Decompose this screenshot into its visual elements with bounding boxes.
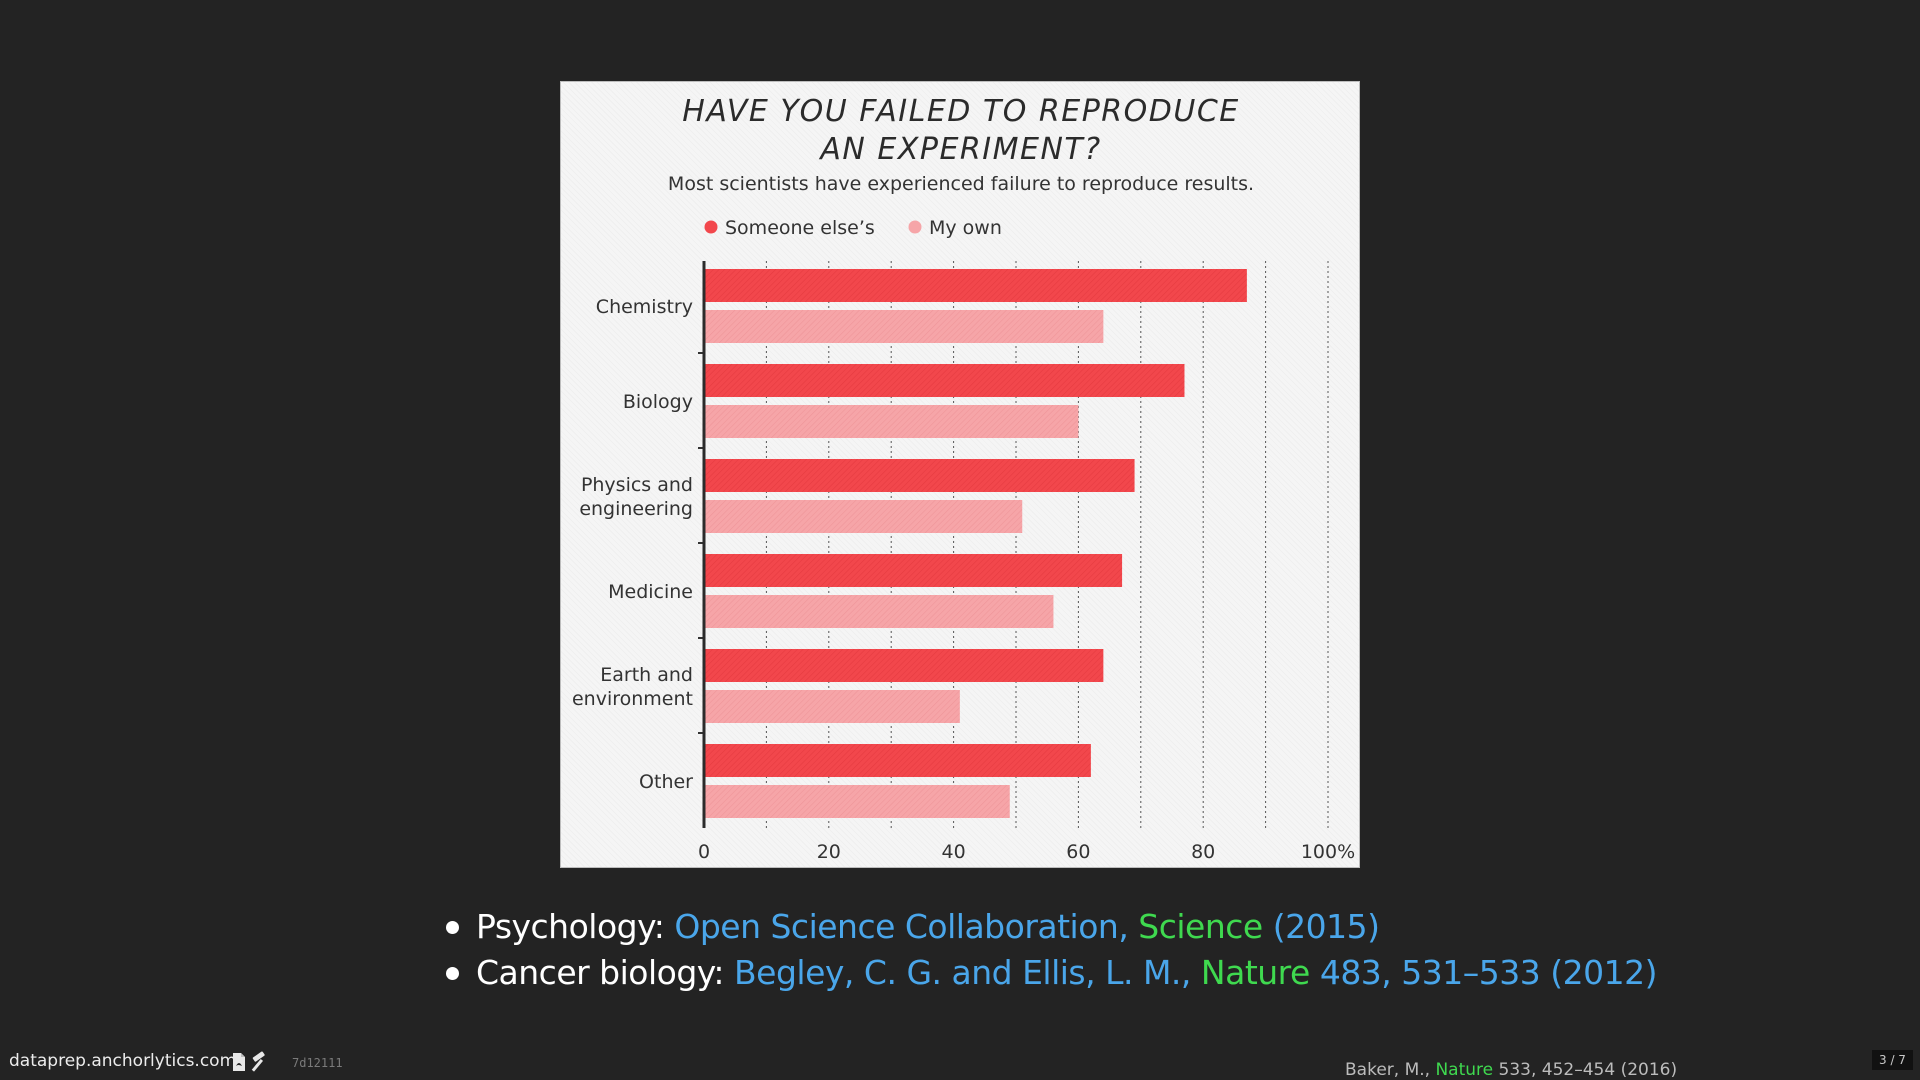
journal-name: Science bbox=[1138, 907, 1263, 946]
bar bbox=[704, 405, 1079, 438]
bullet-dot bbox=[446, 921, 459, 934]
x-tick-label: 40 bbox=[942, 841, 966, 863]
bar bbox=[704, 269, 1247, 302]
x-tick-label: 20 bbox=[817, 841, 841, 863]
bullet-label: Psychology: bbox=[476, 907, 665, 946]
commit-hash: 7d12111 bbox=[292, 1056, 343, 1070]
pdf-icon[interactable] bbox=[233, 1053, 245, 1071]
x-tick-label: 100% bbox=[1301, 841, 1355, 863]
bullet-cancer-biology: Cancer biology: Begley, C. G. and Ellis,… bbox=[440, 950, 1657, 996]
chart-subtitle: Most scientists have experienced failure… bbox=[668, 173, 1254, 195]
x-tick-label: 80 bbox=[1191, 841, 1215, 863]
page-counter: 3 / 7 bbox=[1872, 1050, 1913, 1070]
category-label: Other bbox=[639, 771, 693, 793]
bullet-dot bbox=[446, 967, 459, 980]
chart-title: AN EXPERIMENT? bbox=[818, 132, 1101, 167]
citation: Baker, M., Nature 533, 452–454 (2016) bbox=[1345, 1060, 1678, 1080]
legend-swatch bbox=[908, 220, 922, 234]
footer-tools bbox=[233, 1051, 265, 1072]
reference-list: Psychology: Open Science Collaboration, … bbox=[440, 904, 1657, 996]
footer-site[interactable]: dataprep.anchorlytics.com bbox=[9, 1051, 237, 1071]
bar bbox=[704, 500, 1023, 533]
category-label: Medicine bbox=[608, 581, 693, 603]
bar bbox=[704, 649, 1104, 682]
journal-name: Nature bbox=[1200, 953, 1310, 992]
psychology-reference-link[interactable]: Open Science Collaboration, bbox=[674, 907, 1139, 946]
category-label: engineering bbox=[579, 498, 693, 520]
legend-label: My own bbox=[929, 217, 1002, 239]
category-label: Chemistry bbox=[596, 296, 693, 318]
legend-swatch bbox=[704, 220, 718, 234]
bar bbox=[704, 690, 960, 723]
bar bbox=[704, 459, 1135, 492]
category-label: Physics and bbox=[581, 474, 693, 496]
bar bbox=[704, 554, 1123, 587]
x-tick-label: 60 bbox=[1066, 841, 1090, 863]
category-label: Biology bbox=[623, 391, 693, 413]
bar bbox=[704, 595, 1054, 628]
x-tick-label: 0 bbox=[698, 841, 710, 863]
chart-panel: HAVE YOU FAILED TO REPRODUCE AN EXPERIMEN… bbox=[560, 81, 1360, 868]
category-label: environment bbox=[572, 688, 693, 710]
category-label: Earth and bbox=[600, 664, 693, 686]
psychology-year-link[interactable]: (2015) bbox=[1262, 907, 1380, 946]
cancer-reference-link[interactable]: Begley, C. G. and Ellis, L. M., bbox=[734, 953, 1201, 992]
cancer-pages-link[interactable]: 483, 531–533 (2012) bbox=[1309, 953, 1658, 992]
bar bbox=[704, 785, 1010, 818]
citation-journal: Nature bbox=[1435, 1060, 1494, 1080]
chart-title: HAVE YOU FAILED TO REPRODUCE bbox=[682, 94, 1239, 129]
bar bbox=[704, 744, 1091, 777]
hammer-icon[interactable] bbox=[251, 1051, 265, 1072]
legend-label: Someone else’s bbox=[725, 217, 875, 239]
bullet-psychology: Psychology: Open Science Collaboration, … bbox=[440, 904, 1657, 950]
bar bbox=[704, 364, 1185, 397]
bar bbox=[704, 310, 1104, 343]
bullet-label: Cancer biology: bbox=[476, 953, 725, 992]
